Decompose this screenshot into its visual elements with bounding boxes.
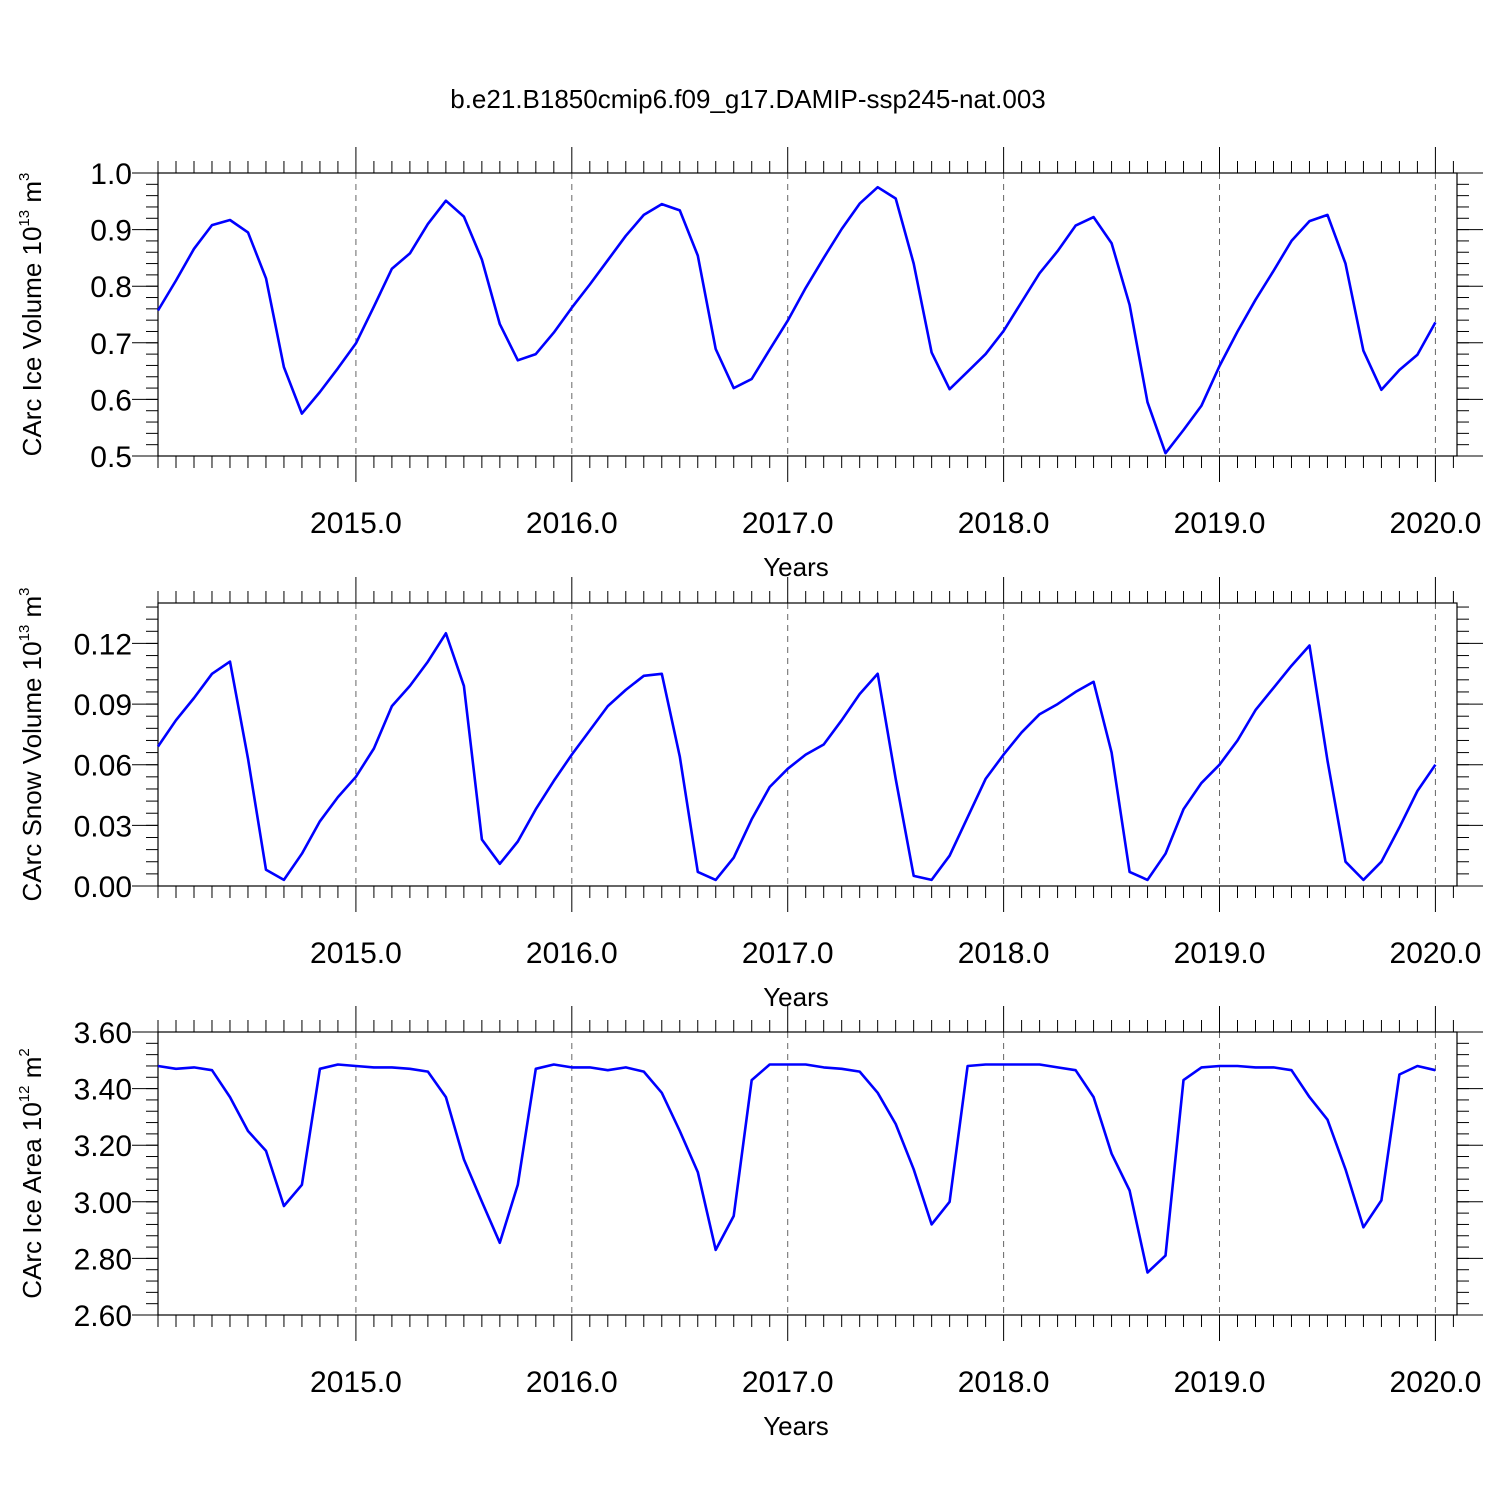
y-tick-label: 0.8 — [90, 271, 132, 304]
y-tick-label: 0.00 — [74, 871, 132, 904]
y-axis-label-unit-exponent: 3 — [16, 587, 33, 595]
x-tick-label: 2016.0 — [526, 1366, 618, 1399]
y-axis-label-main: CArc Snow Volume 10 — [17, 641, 47, 901]
y-axis-label-unit-exponent: 3 — [16, 173, 33, 181]
x-axis-label: Years — [763, 552, 829, 582]
x-tick-label: 2018.0 — [958, 937, 1050, 970]
x-tick-label: 2017.0 — [742, 507, 834, 540]
y-axis-label-unit: m — [17, 181, 47, 210]
panels: 2015.0 2016.0 2017.0 2018.0 2019.0 2020.0 0.5 0… — [16, 147, 1483, 1441]
x-tick-label: 2017.0 — [742, 937, 834, 970]
panel-2: 2015.0 2016.0 2017.0 2018.0 2019.0 2020.0 0.00… — [16, 577, 1483, 1012]
y-tick-label: 0.9 — [90, 215, 132, 248]
y-tick-label: 3.60 — [74, 1017, 132, 1050]
x-tick-label: 2016.0 — [526, 507, 618, 540]
series-line — [156, 185, 1437, 455]
y-axis-label-unit-exponent: 2 — [16, 1048, 33, 1056]
x-tick-label: 2016.0 — [526, 937, 618, 970]
y-axis-label-exponent: 13 — [16, 625, 33, 642]
y-axis-label: CArc Ice Area 1012 m2 — [16, 1048, 47, 1298]
y-tick-label: 2.80 — [74, 1243, 132, 1276]
x-tick-label: 2019.0 — [1174, 507, 1266, 540]
plot-frame — [157, 602, 1458, 887]
y-tick-label: 1.0 — [90, 158, 132, 191]
figure-title: b.e21.B1850cmip6.f09_g17.DAMIP-ssp245-na… — [450, 84, 1046, 114]
plot-frame — [157, 172, 1458, 457]
x-tick-label: 2018.0 — [958, 507, 1050, 540]
y-tick-label: 0.03 — [74, 810, 132, 843]
y-tick-label: 0.5 — [90, 441, 132, 474]
x-tick-label: 2019.0 — [1174, 1366, 1266, 1399]
y-tick-label: 3.20 — [74, 1130, 132, 1163]
y-axis-label-main: CArc Ice Volume 10 — [17, 227, 47, 457]
x-tick-label: 2015.0 — [310, 937, 402, 970]
x-tick-label: 2019.0 — [1174, 937, 1266, 970]
y-tick-label: 0.09 — [74, 689, 132, 722]
x-tick-label: 2015.0 — [310, 507, 402, 540]
y-tick-label: 2.60 — [74, 1300, 132, 1333]
panel-3: 2015.0 2016.0 2017.0 2018.0 2019.0 2020.0 2.60… — [16, 1006, 1483, 1441]
y-tick-label: 0.06 — [74, 750, 132, 783]
y-axis-label-unit: m — [17, 1057, 47, 1086]
y-tick-label: 0.12 — [74, 628, 132, 661]
x-tick-label: 2020.0 — [1390, 937, 1482, 970]
y-axis-label-main: CArc Ice Area 10 — [17, 1102, 47, 1299]
series-line — [157, 1063, 1436, 1274]
y-axis-label: CArc Snow Volume 1013 m3 — [16, 587, 47, 901]
x-tick-label: 2018.0 — [958, 1366, 1050, 1399]
x-tick-label: 2017.0 — [742, 1366, 834, 1399]
panel-1: 2015.0 2016.0 2017.0 2018.0 2019.0 2020.0 0.5 0… — [16, 147, 1483, 582]
plot-frame — [157, 1031, 1458, 1316]
y-tick-label: 3.40 — [74, 1074, 132, 1107]
y-axis-label-unit: m — [17, 596, 47, 625]
x-tick-label: 2020.0 — [1390, 507, 1482, 540]
x-tick-label: 2020.0 — [1390, 1366, 1482, 1399]
y-tick-label: 0.6 — [90, 384, 132, 417]
x-tick-label: 2015.0 — [310, 1366, 402, 1399]
y-axis-label-exponent: 13 — [16, 210, 33, 227]
x-axis-label: Years — [763, 982, 829, 1012]
series-line — [156, 631, 1437, 882]
y-tick-label: 3.00 — [74, 1187, 132, 1220]
x-axis-label: Years — [763, 1411, 829, 1441]
y-axis-label: CArc Ice Volume 1013 m3 — [16, 173, 47, 457]
y-axis-label-exponent: 12 — [16, 1086, 33, 1103]
y-tick-label: 0.7 — [90, 328, 132, 361]
